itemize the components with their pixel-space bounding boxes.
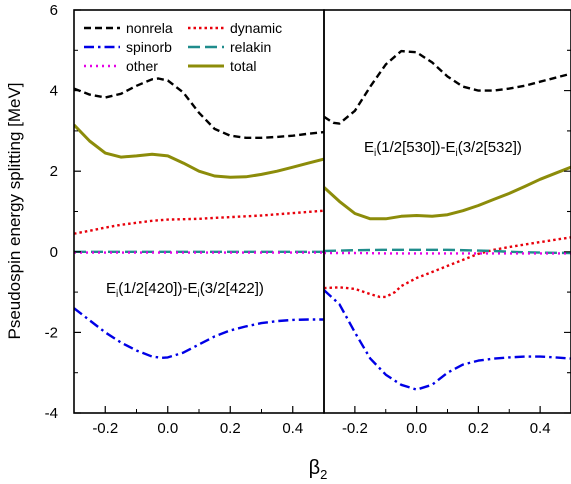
panel-left: -0.2 0.0 0.2 0.4-4-20246Ei(1/2[420])-Ei(3/2… [45,2,325,437]
legend-item-relakin: relakin [188,39,271,55]
y-tick-label: 0 [50,244,58,261]
x-tick-label: 0.0 [406,420,427,437]
legend-label: other [126,58,158,74]
y-tick-label: -4 [45,405,58,422]
series-line-total [74,123,324,179]
panel-right: -0.2 0.0 0.2 0.4Ei(1/2[530])-Ei(3/2[532]) [323,9,571,437]
annotation-part: i [374,148,376,159]
legend-item-dynamic: dynamic [188,20,282,36]
y-tick-label: 2 [50,163,58,180]
panel-annotation: Ei(1/2[420])-Ei(3/2[422]) [106,280,264,300]
y-tick-label: 6 [50,2,58,19]
x-tick-label: 0.4 [530,420,551,437]
y-axis-label: Pseudospin energy splitting [MeV] [5,82,24,339]
y-tick-label: -2 [45,324,58,341]
x-tick-label: -0.2 [342,420,368,437]
x-tick-label: 0.2 [220,420,241,437]
series-line-spinorb [74,307,324,359]
legend-item-other: other [84,58,158,74]
y-tick-label: 4 [50,83,58,100]
x-tick-label: -0.2 [92,420,118,437]
legend-item-spinorb: spinorb [84,39,172,55]
legend-label: dynamic [230,20,282,36]
annotation-part: i [197,289,199,300]
annotation-part: (3/2[532]) [458,139,522,156]
x-tick-label: 0.4 [282,420,303,437]
series-line-nonrela [74,77,324,140]
legend-label: spinorb [126,39,172,55]
panels: -0.2 0.0 0.2 0.4-4-20246Ei(1/2[420])-Ei(3/2… [45,2,571,437]
legend-item-nonrela: nonrela [84,20,173,36]
series-line-total [324,165,571,221]
panel-annotation: Ei(1/2[530])-Ei(3/2[532]) [364,139,522,159]
series-line-spinorb [324,289,571,391]
series-group [74,77,324,359]
annotation-part: i [455,148,457,159]
x-axis-label-subscript: 2 [320,467,327,482]
legend-item-total: total [188,58,256,74]
series-group [324,49,571,391]
series-line-nonrela [324,49,571,125]
x-axis-label: β2 [309,457,328,482]
x-tick-label: 0.0 [157,420,178,437]
legend-label: relakin [230,39,271,55]
legend-label: total [230,58,256,74]
annotation-part: (1/2[420])-E [118,280,197,297]
x-axis-label-main: β [309,457,321,479]
annotation-part: (1/2[530])-E [376,139,455,156]
x-tick-label: 0.2 [468,420,489,437]
annotation-part: E [364,139,374,156]
series-line-dynamic [324,236,571,299]
annotation-part: i [116,289,118,300]
legend: nonrela dynamic spinorb relakin other total [84,20,282,74]
series-line-dynamic [74,209,324,235]
annotation-part: (3/2[422]) [200,280,264,297]
series-line-relakin [324,248,571,255]
annotation-part: E [106,280,116,297]
legend-label: nonrela [126,20,173,36]
